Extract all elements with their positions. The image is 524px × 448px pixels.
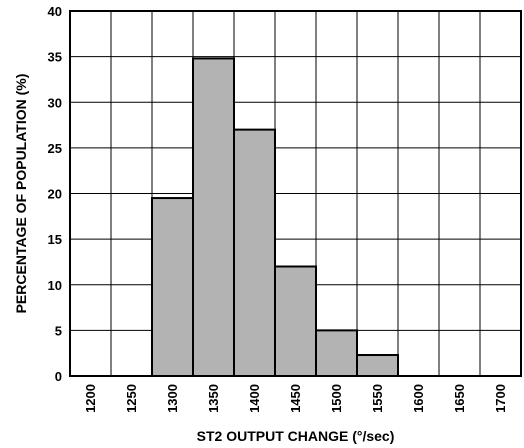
x-tick-label: 1200 [83, 384, 98, 413]
x-tick-label: 1500 [329, 384, 344, 413]
grid [70, 11, 521, 376]
y-axis-ticks: 0 5 10 15 20 25 30 35 40 [48, 4, 62, 384]
x-tick-label: 1600 [411, 384, 426, 413]
y-tick-label: 15 [48, 232, 62, 247]
bar-1275-1325 [151, 197, 194, 377]
x-axis-title: ST2 OUTPUT CHANGE (°/sec) [197, 428, 395, 444]
y-tick-label: 5 [55, 323, 62, 338]
bar-1325-1375 [192, 57, 235, 377]
bar-1475-1525 [315, 329, 358, 377]
y-tick-label: 10 [48, 278, 62, 293]
y-tick-label: 35 [48, 50, 62, 65]
x-tick-label: 1350 [206, 384, 221, 413]
y-tick-label: 20 [48, 187, 62, 202]
y-tick-label: 30 [48, 95, 62, 110]
y-tick-label: 40 [48, 4, 62, 19]
bars [151, 57, 399, 378]
x-axis-ticks: 1200 1250 1300 1350 1400 1450 1500 1550 1600 1650… [83, 384, 508, 413]
plot-frame [69, 10, 522, 377]
x-tick-label: 1300 [165, 384, 180, 413]
x-tick-label: 1700 [493, 384, 508, 413]
y-tick-label: 25 [48, 141, 62, 156]
x-tick-label: 1400 [247, 384, 262, 413]
x-tick-label: 1250 [124, 384, 139, 413]
bar-1375-1425 [233, 128, 276, 377]
x-tick-label: 1450 [288, 384, 303, 413]
y-tick-label: 0 [55, 369, 62, 384]
x-tick-label: 1550 [370, 384, 385, 413]
bar-1525-1575 [356, 354, 399, 378]
bar-1425-1475 [274, 265, 317, 377]
y-axis-title: PERCENTAGE OF POPULATION (%) [13, 74, 29, 314]
x-tick-label: 1650 [452, 384, 467, 413]
